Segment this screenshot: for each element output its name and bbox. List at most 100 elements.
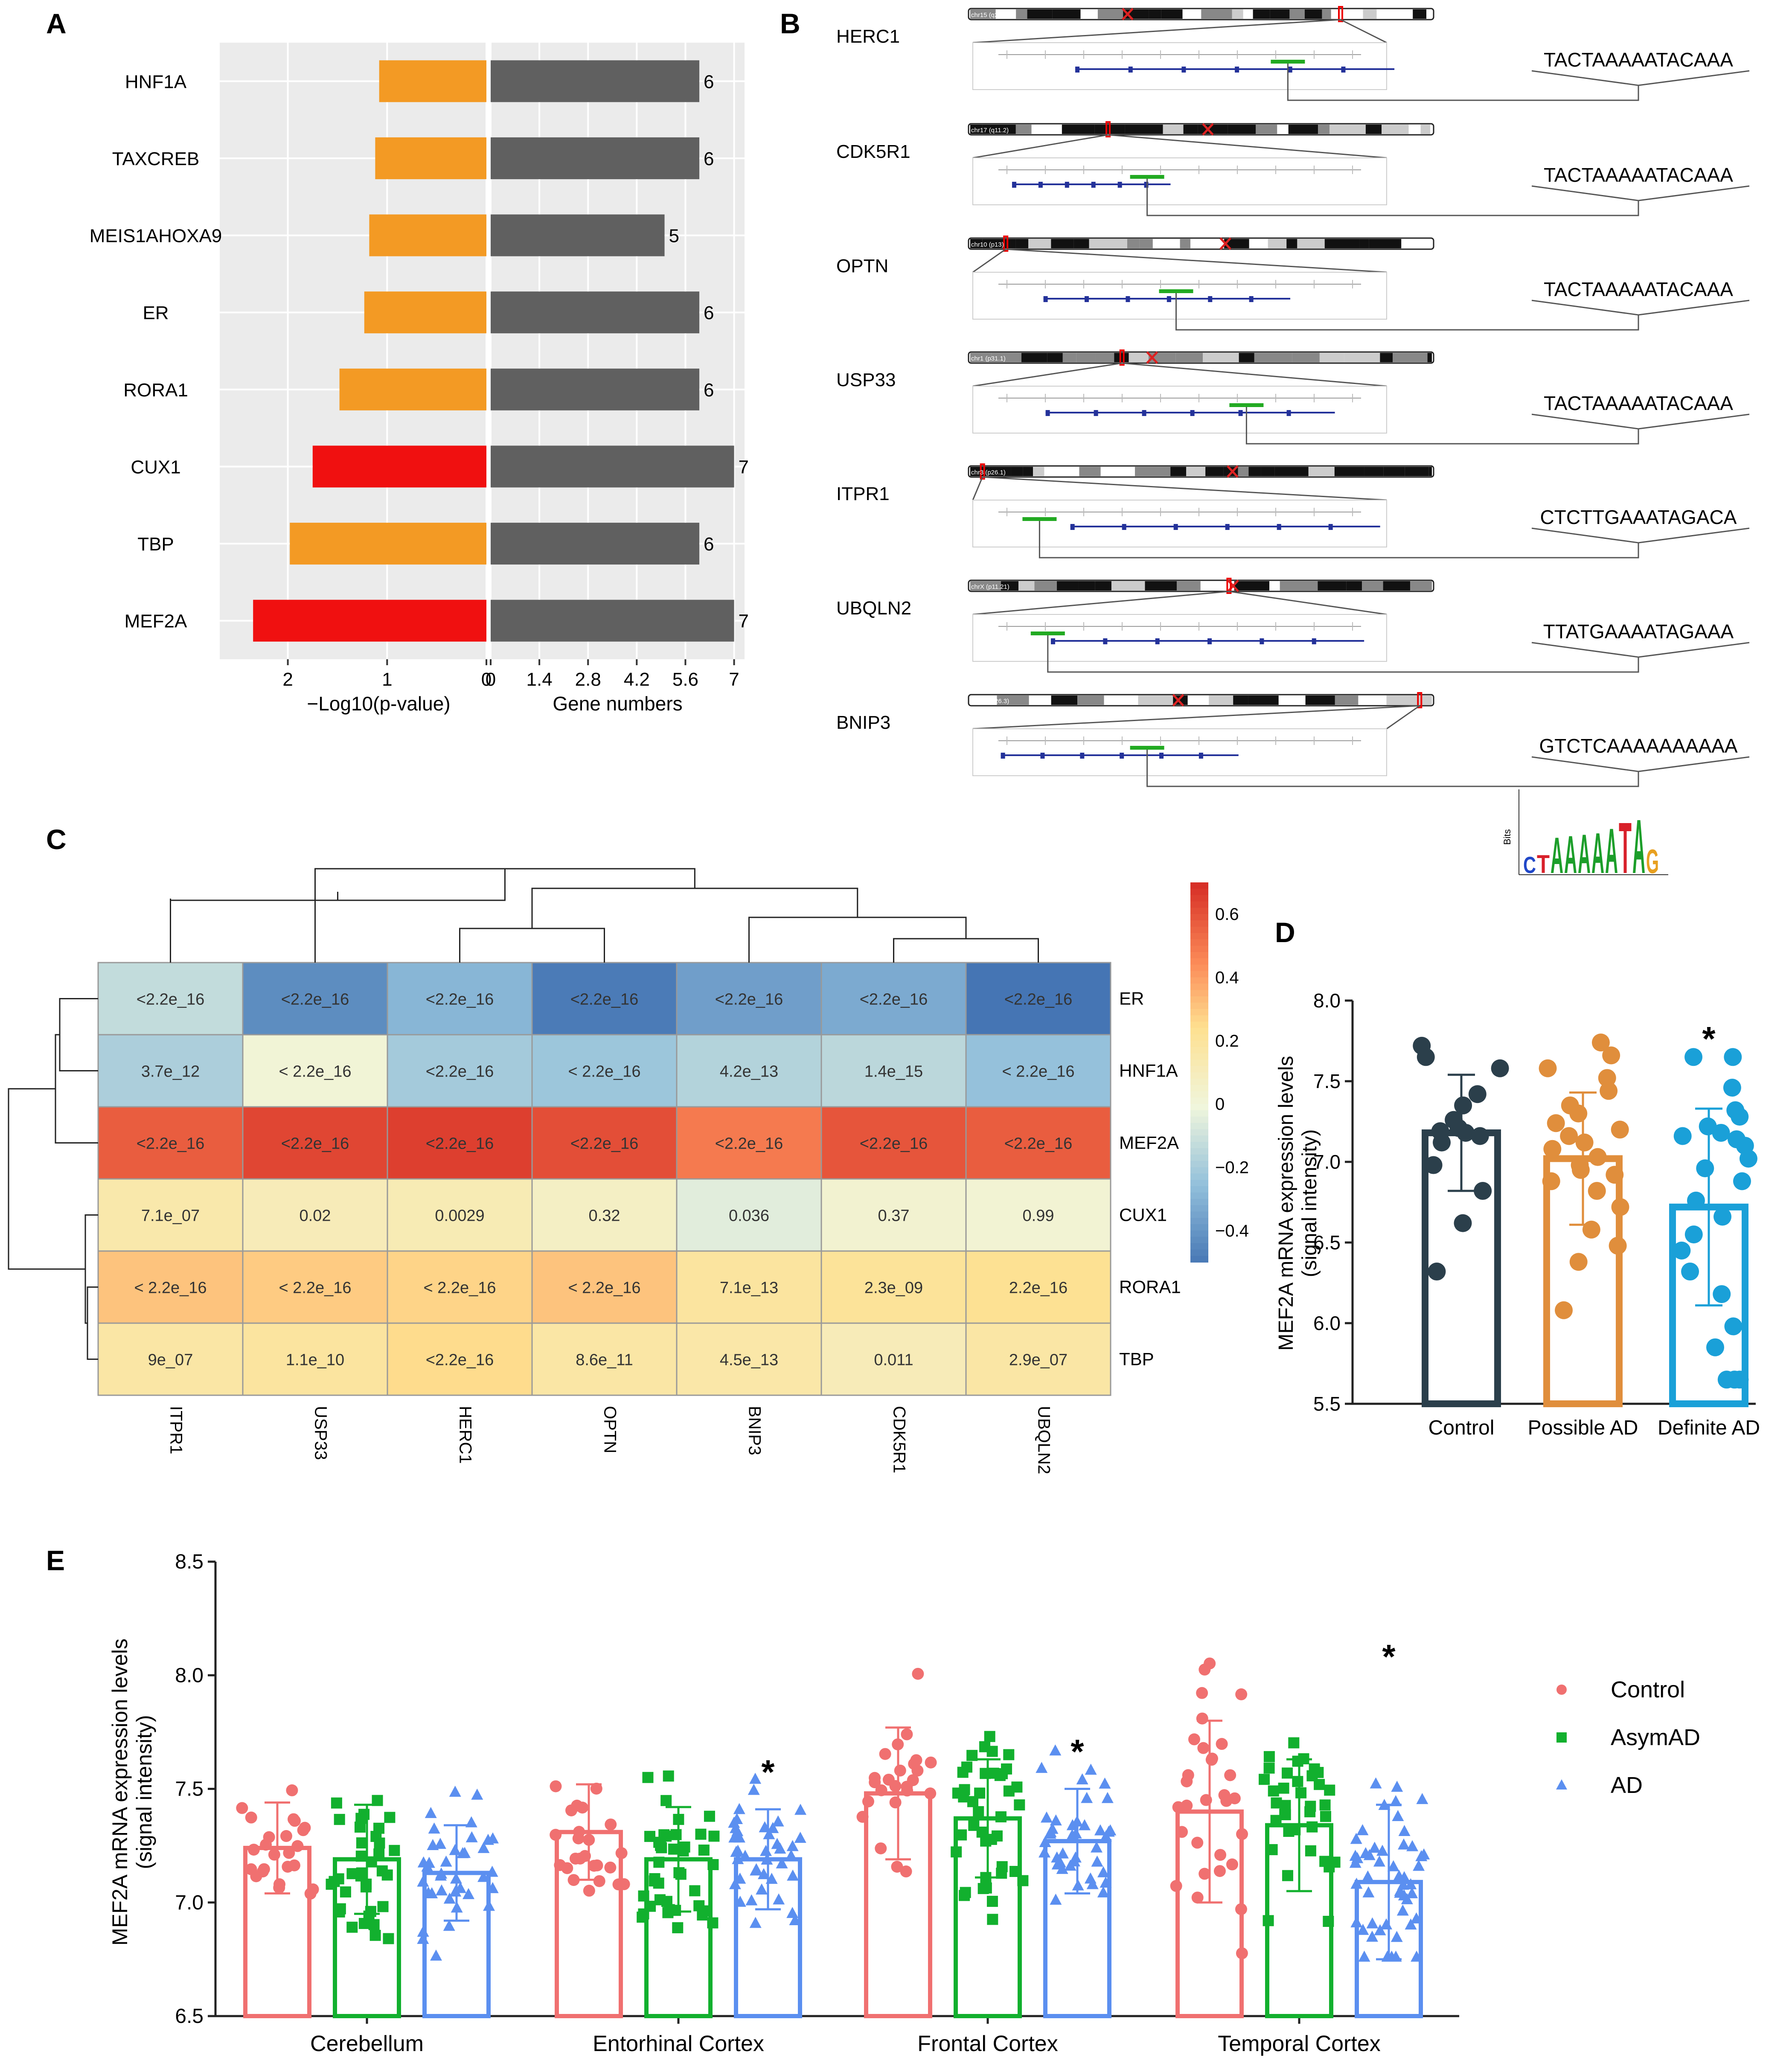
- cell-value: < 2.2e_16: [568, 1279, 640, 1297]
- chromosome-band: [1015, 125, 1032, 134]
- column-label: BNIP3: [745, 1406, 764, 1455]
- cell-value: 0.37: [878, 1207, 910, 1225]
- data-point: [1197, 1742, 1210, 1754]
- data-point: [1319, 1799, 1331, 1811]
- data-point: [304, 1888, 317, 1900]
- chromosome-band: [1135, 467, 1171, 476]
- category-label: Control: [1428, 1417, 1495, 1439]
- chromosome-band: [1127, 239, 1140, 248]
- data-point: [430, 1950, 442, 1961]
- data-point: [368, 1919, 380, 1930]
- data-point: [1086, 1878, 1099, 1889]
- data-point: [1097, 1886, 1109, 1897]
- data-point: [615, 1847, 628, 1859]
- data-point: [1405, 1918, 1417, 1930]
- chromosome-band: [1111, 581, 1145, 591]
- cell-value: < 2.2e_16: [134, 1279, 207, 1297]
- data-point: [247, 1843, 260, 1856]
- chromosome-band: [1420, 125, 1431, 134]
- chromosome-band: [1232, 9, 1243, 19]
- chromosome-band: [982, 125, 1016, 134]
- data-point: [576, 1801, 588, 1814]
- data-point: [660, 1830, 672, 1842]
- colorbar-segment: [1190, 990, 1208, 997]
- data-point: [1228, 1792, 1241, 1804]
- colorbar-segment: [1190, 1009, 1208, 1016]
- mean-bar: [864, 1791, 932, 2018]
- exon-block: [1040, 753, 1045, 759]
- data-point: [1406, 1887, 1418, 1898]
- data-point: [786, 1840, 799, 1851]
- chromosome-band: [1410, 581, 1432, 591]
- pvalue-bar: [290, 523, 486, 565]
- chromosome-band: [1047, 353, 1063, 362]
- chromosome-band: [1297, 239, 1325, 248]
- panel-label-c: C: [46, 823, 67, 855]
- exon-block: [1341, 67, 1346, 73]
- chromosome-band: [1209, 695, 1233, 705]
- chromosome-band: [1280, 581, 1318, 591]
- chromosome-band: [1006, 9, 1016, 19]
- locus-marker: [1338, 6, 1343, 22]
- data-point: [642, 1772, 654, 1783]
- data-point: [1070, 1827, 1082, 1839]
- exon-block: [1012, 182, 1016, 188]
- chromosome-band: [1401, 239, 1432, 248]
- data-point: [889, 1796, 902, 1809]
- colorbar-segment: [1190, 996, 1208, 1003]
- data-point: [1235, 1688, 1248, 1700]
- data-point: [1350, 1877, 1363, 1889]
- heatmap-cell: [531, 1322, 678, 1396]
- logo-letter: A: [1578, 823, 1591, 885]
- binding-site-green: [1130, 746, 1164, 750]
- right-panel-background: [491, 43, 745, 659]
- legend-label: Control: [1611, 1677, 1685, 1702]
- data-point: [756, 1883, 768, 1895]
- column-label: UBQLN2: [1035, 1406, 1053, 1474]
- colorbar-segment: [1190, 1047, 1208, 1054]
- colorbar-segment: [1190, 1230, 1208, 1237]
- data-point: [1575, 1133, 1594, 1152]
- chromosome-band: [991, 353, 1022, 362]
- data-point: [1415, 1850, 1428, 1862]
- sequence-connector: [1146, 179, 1750, 216]
- cell-value: <2.2e_16: [1004, 991, 1073, 1009]
- category-label: Entorhinal Cortex: [593, 2031, 764, 2056]
- chromosome-name: chr10 (q26.3): [971, 698, 1009, 705]
- chromosome-band: [1044, 467, 1079, 476]
- data-point: [260, 1839, 272, 1851]
- data-point: [761, 1853, 773, 1865]
- chromosome-band: [1224, 239, 1249, 248]
- data-point: [463, 1888, 475, 1899]
- chromosome-band: [997, 695, 1029, 705]
- gene-track-box: [972, 272, 1387, 320]
- row-label: TBP: [1119, 1349, 1154, 1369]
- cell-value: 3.7e_12: [141, 1063, 200, 1081]
- cell-value: <2.2e_16: [426, 1351, 494, 1369]
- chromosome-band: [970, 695, 997, 705]
- chromosome-band: [1108, 125, 1125, 134]
- logo-letter: C: [1523, 852, 1536, 878]
- colorbar-segment: [1190, 1199, 1208, 1206]
- gene-number-bar: [491, 214, 665, 256]
- binding-site-green: [1130, 175, 1164, 179]
- chromosome-band: [1305, 695, 1335, 705]
- data-point: [372, 1795, 383, 1806]
- chromosome-band: [1286, 239, 1297, 248]
- gene-number-bar: [491, 599, 734, 642]
- data-point: [1363, 1849, 1376, 1860]
- cell-value: 7.1e_07: [141, 1207, 200, 1225]
- cell-value: 8.6e_11: [576, 1351, 633, 1369]
- cell-value: 1.4e_15: [864, 1063, 923, 1081]
- binding-sequence: TACTAAAAATACAAA: [1544, 49, 1733, 71]
- data-point: [707, 1859, 719, 1870]
- chromosome-band: [1274, 467, 1309, 476]
- exon-block: [1128, 67, 1133, 73]
- category-label: HNF1A: [125, 71, 187, 92]
- chromosome-band: [1324, 239, 1360, 248]
- chromosome-band: [1203, 353, 1239, 362]
- chromosome-band: [1163, 125, 1184, 134]
- data-point: [355, 1851, 367, 1862]
- chromosome-band: [1364, 467, 1384, 476]
